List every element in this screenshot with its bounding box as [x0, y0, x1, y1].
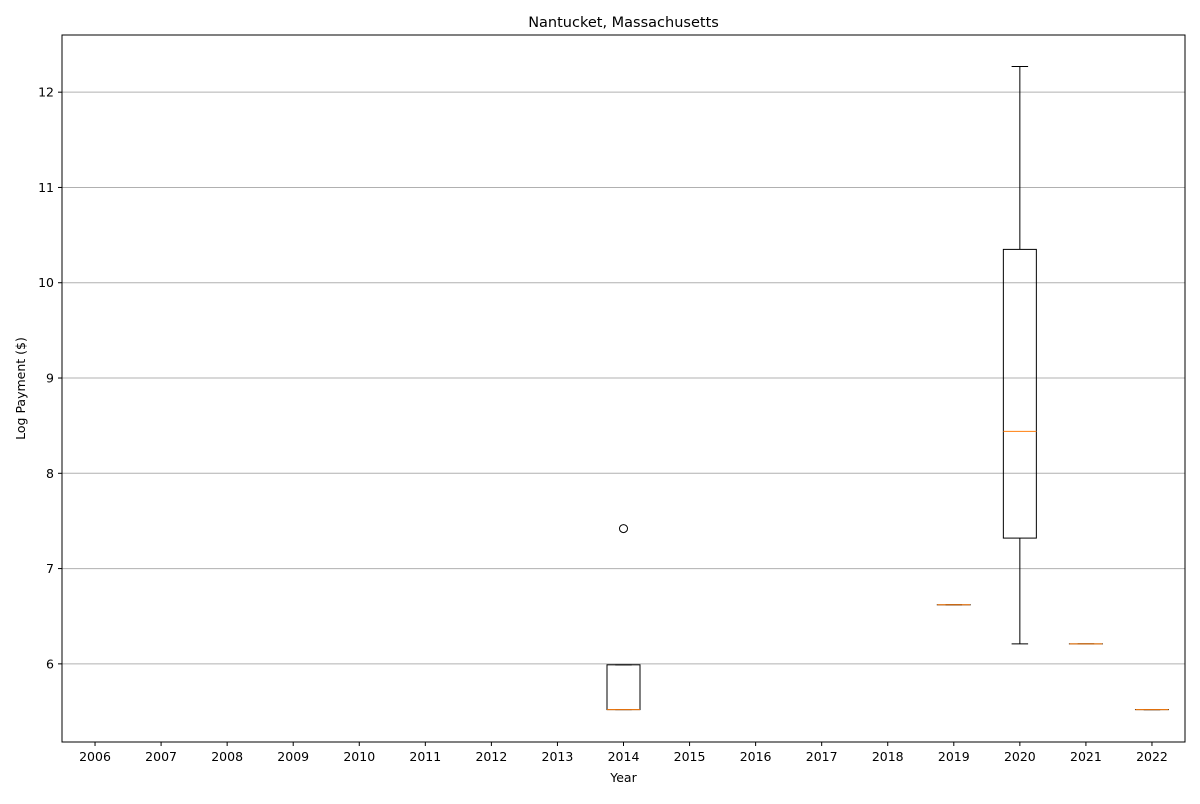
y-tick-label: 12	[38, 85, 54, 100]
x-tick-label: 2006	[79, 749, 111, 764]
outlier-point	[620, 525, 628, 533]
plot-area-frame	[62, 35, 1185, 742]
y-tick-label: 9	[46, 371, 54, 386]
x-tick-label: 2011	[409, 749, 441, 764]
x-tick-label: 2007	[145, 749, 177, 764]
x-tick-label: 2016	[740, 749, 772, 764]
x-axis-label: Year	[609, 770, 637, 785]
x-tick-label: 2021	[1070, 749, 1102, 764]
box-group	[607, 525, 640, 710]
y-tick-label: 7	[46, 561, 54, 576]
y-tick-label: 10	[38, 275, 54, 290]
box-group	[1003, 66, 1036, 643]
x-tick-label: 2022	[1136, 749, 1168, 764]
box-iqr	[1003, 249, 1036, 538]
box-iqr	[607, 665, 640, 710]
x-tick-label: 2013	[542, 749, 574, 764]
x-tick-label: 2010	[343, 749, 375, 764]
x-tick-label: 2018	[872, 749, 904, 764]
x-tick-label: 2015	[674, 749, 706, 764]
x-tick-label: 2014	[608, 749, 640, 764]
axes-layer: 6 7 8 9 10 11 12 2006 2007 2008 2009 2010 2011 2012 20…	[38, 85, 1168, 764]
x-tick-label: 2020	[1004, 749, 1036, 764]
grid-layer	[62, 92, 1185, 664]
y-tick-label: 6	[46, 656, 54, 671]
box-plot-marks	[607, 66, 1168, 709]
x-tick-label: 2009	[277, 749, 309, 764]
y-tick-label: 8	[46, 466, 54, 481]
x-tick-label: 2012	[475, 749, 507, 764]
x-tick-label: 2017	[806, 749, 838, 764]
x-tick-label: 2008	[211, 749, 243, 764]
y-tick-label: 11	[38, 180, 54, 195]
y-axis-label: Log Payment ($)	[13, 337, 28, 440]
chart-title: Nantucket, Massachusetts	[528, 15, 719, 31]
x-tick-label: 2019	[938, 749, 970, 764]
